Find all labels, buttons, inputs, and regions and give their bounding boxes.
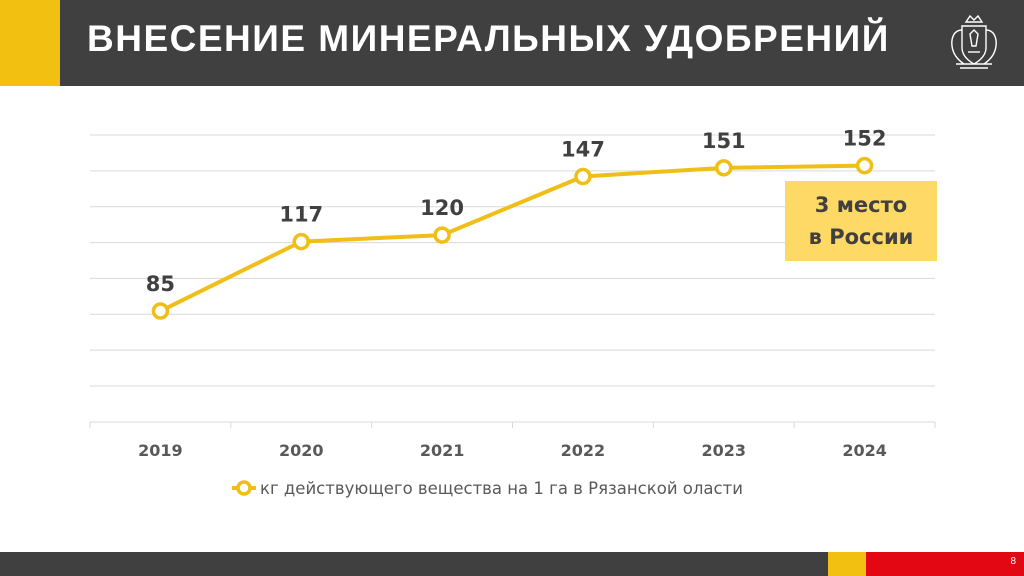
data-label: 152 [843, 127, 887, 151]
data-label: 120 [420, 196, 464, 220]
slide-header [0, 0, 1024, 86]
x-tick-label: 2020 [279, 441, 324, 460]
x-tick-label: 2023 [701, 441, 746, 460]
x-tick-label: 2024 [842, 441, 887, 460]
header-accent-bar [0, 0, 60, 86]
rank-callout-line2: в России [808, 225, 914, 249]
data-label: 85 [146, 272, 175, 296]
page-number: 8 [1010, 556, 1016, 567]
series-line [159, 163, 865, 313]
legend-series-name: кг действующего вещества на 1 га в Рязан… [260, 478, 743, 498]
data-label: 147 [561, 138, 605, 162]
data-point-marker [292, 232, 310, 251]
data-point-marker [715, 159, 733, 177]
data-label: 151 [702, 129, 746, 153]
coat-of-arms-icon [951, 14, 997, 69]
rank-callout-line1: 3 место [814, 193, 908, 217]
data-point-marker [855, 156, 874, 175]
footer-red-block [866, 552, 1024, 576]
data-point-marker [433, 226, 451, 244]
x-tick-label: 2019 [138, 441, 183, 460]
rank-callout: 3 место в России [785, 181, 937, 261]
slide-title: ВНЕСЕНИЕ МИНЕРАЛЬНЫХ УДОБРЕНИЙ [87, 18, 890, 59]
data-point-marker [151, 302, 170, 320]
footer-yellow-block [828, 552, 866, 576]
data-point-marker [574, 167, 592, 186]
x-tick-label: 2021 [420, 441, 465, 460]
legend-marker-icon [232, 480, 256, 496]
x-tick-label: 2022 [561, 441, 606, 460]
data-label: 117 [279, 203, 323, 227]
chart-legend: кг действующего вещества на 1 га в Рязан… [232, 476, 743, 500]
